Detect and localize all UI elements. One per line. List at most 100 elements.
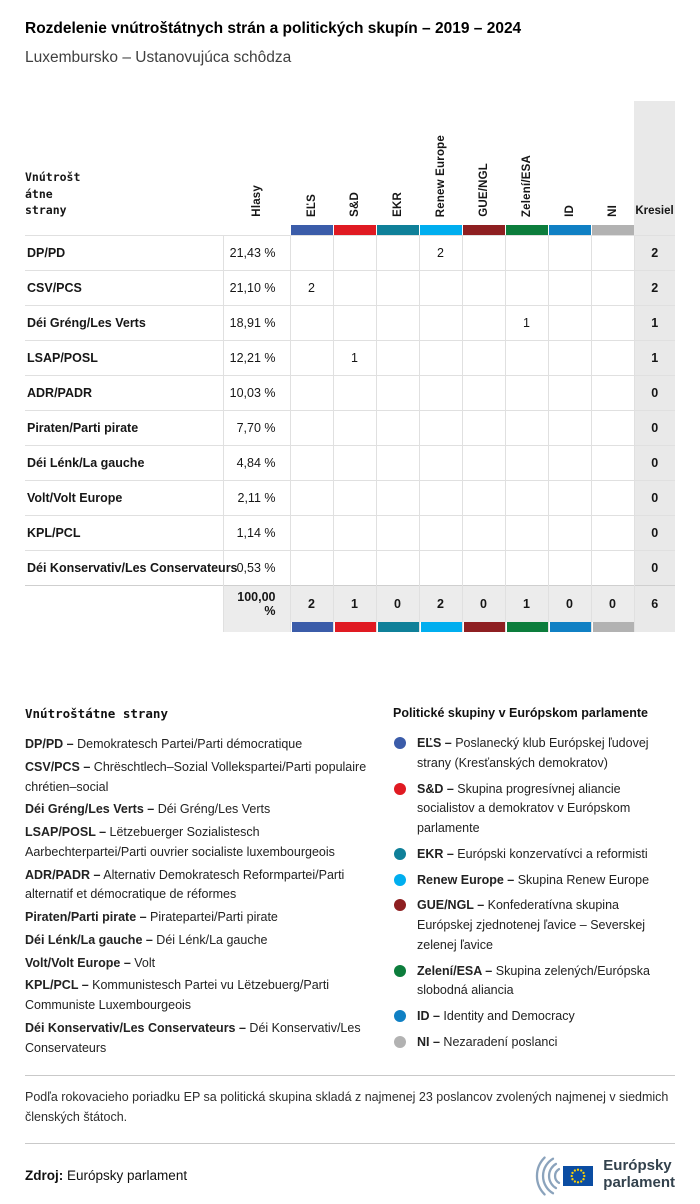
hemicycle-arcs-icon [536, 1156, 561, 1196]
seats-cell: 1 [633, 305, 675, 341]
party-abbr: Déi Lénk/La gauche – [25, 932, 153, 947]
party-abbr: LSAP/POSL – [25, 825, 107, 839]
group-color-dot-icon [394, 782, 406, 795]
votes-cell: 12,21 % [222, 340, 290, 376]
total-group-value: 0 [609, 597, 616, 611]
group-value-cell [289, 305, 333, 341]
table-row: Déi Gréng/Les Verts 18,91 % 1 1 [25, 305, 675, 341]
page-subtitle: Luxembursko – Ustanovujúca schôdza [25, 49, 292, 66]
seats-cell: 0 [633, 515, 675, 551]
ep-logo-text-line2: parlament [603, 1174, 675, 1191]
footnote: Podľa rokovacieho poriadku EP sa politic… [25, 1075, 675, 1127]
group-value-cell [590, 445, 634, 481]
seats-cell: 0 [633, 410, 675, 446]
group-value-cell [332, 480, 376, 516]
party-name-cell: Volt/Volt Europe [25, 480, 223, 516]
seats-cell: 1 [633, 340, 675, 376]
group-color-dot-icon [394, 964, 406, 977]
group-abbr: ID – [417, 1009, 440, 1023]
legend-group-item: ID – Identity and Democracy [393, 1007, 675, 1027]
total-group-value: 1 [523, 597, 530, 611]
legend-group-item: Renew Europe – Skupina Renew Europe [393, 871, 675, 891]
group-value-cell [504, 375, 548, 411]
group-value-cell [332, 305, 376, 341]
group-abbr: EĽS – [417, 736, 452, 750]
group-value-cell [590, 550, 634, 586]
seats-column-label: Kresiel [635, 205, 674, 217]
votes-cell: 0,53 % [222, 550, 290, 586]
table-total-row: 100,00 % 2 1 0 2 0 1 0 0 6 [25, 585, 675, 632]
group-value-cell [332, 515, 376, 551]
group-value-cell [289, 375, 333, 411]
group-value-cell [418, 270, 462, 306]
group-color-bar [591, 225, 634, 235]
legend-party-item: Volt/Volt Europe – Volt [25, 955, 156, 970]
group-abbr: S&D – [417, 781, 454, 796]
total-group-cell: 1 [332, 585, 376, 632]
group-color-bar [419, 225, 462, 235]
group-abbr: NI – [417, 1034, 440, 1049]
legend-group-item: S&D – Skupina progresívnej aliancie soci… [393, 780, 675, 839]
group-value-cell [590, 480, 634, 516]
votes-cell: 10,03 % [222, 375, 290, 411]
group-color-bar [548, 622, 591, 632]
group-column-header: EKR [376, 101, 419, 236]
group-value-cell [418, 305, 462, 341]
total-group-cell: 0 [590, 585, 634, 632]
group-value-cell [332, 445, 376, 481]
group-column-header: S&D [333, 101, 376, 236]
group-abbr: GUE/NGL – [417, 898, 485, 913]
group-value-cell [418, 480, 462, 516]
group-value-cell [461, 410, 505, 446]
table-row: LSAP/POSL 12,21 % 1 1 [25, 340, 675, 376]
table-row: ADR/PADR 10,03 % 0 [25, 375, 675, 411]
group-column-label: GUE/NGL [477, 163, 490, 217]
header-bar-spacer [25, 225, 223, 235]
votes-cell: 1,14 % [222, 515, 290, 551]
group-value-cell: 2 [418, 235, 462, 271]
table-row: CSV/PCS 21,10 % 2 2 [25, 270, 675, 306]
group-header-wrap: EKR [376, 101, 419, 225]
group-value-cell: 1 [504, 305, 548, 341]
table-row: Piraten/Parti pirate 7,70 % 0 [25, 410, 675, 446]
group-value-cell [289, 410, 333, 446]
total-group-cell: 0 [375, 585, 419, 632]
total-group-value: 2 [437, 597, 444, 611]
group-value-cell [375, 410, 419, 446]
group-value-cell [418, 515, 462, 551]
total-votes-value: 100,00 % [237, 590, 276, 618]
group-column-label: NI [606, 205, 619, 217]
ep-logo-text-line1: Európsky [603, 1157, 672, 1175]
votes-column-label: Hlasy [250, 185, 263, 217]
group-color-bar [290, 622, 333, 632]
group-value-cell [289, 550, 333, 586]
group-value-cell [547, 410, 591, 446]
group-value-cell [590, 235, 634, 271]
seats-cell: 0 [633, 375, 675, 411]
group-header-wrap: NI [591, 101, 634, 225]
total-group-cell: 0 [461, 585, 505, 632]
group-color-bar [505, 622, 548, 632]
total-group-value: 0 [566, 597, 573, 611]
legend-national-parties: Vnútroštátne strany DP/PD – Demokratesch… [25, 706, 377, 1061]
votes-cell: 7,70 % [222, 410, 290, 446]
votes-column-header: Hlasy [223, 101, 290, 236]
group-value-cell [461, 270, 505, 306]
group-header-wrap: Renew Europe [419, 101, 462, 225]
group-value-cell [418, 550, 462, 586]
corner-header-cell: Vnútroštátne strany [25, 101, 223, 236]
group-value-cell [375, 375, 419, 411]
source-value: Európsky parlament [67, 1167, 188, 1183]
ep-logo-mark [536, 1156, 594, 1196]
total-group-cell: 2 [289, 585, 333, 632]
group-value-cell [590, 375, 634, 411]
group-color-bar [548, 225, 591, 235]
legend-party-item: DP/PD – Demokratesch Partei/Parti démocr… [25, 737, 303, 751]
legend: Vnútroštátne strany DP/PD – Demokratesch… [25, 706, 675, 1061]
group-value-cell [289, 515, 333, 551]
legend-party-item: Déi Konservativ/Les Conservateurs – Déi … [25, 1020, 361, 1055]
group-value-cell [504, 445, 548, 481]
group-value-cell [461, 235, 505, 271]
group-color-bar [591, 622, 634, 632]
party-abbr: Déi Konservativ/Les Conservateurs – [25, 1020, 246, 1035]
